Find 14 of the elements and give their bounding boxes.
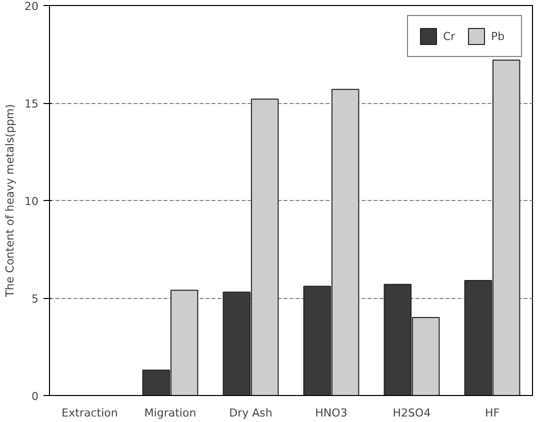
x-tick-label: Migration <box>144 406 196 420</box>
x-tick-label: HF <box>484 406 500 420</box>
x-tick-label: HNO3 <box>315 406 348 420</box>
y-tick-label: 10 <box>24 195 39 208</box>
x-tick-label: Dry Ash <box>229 406 272 420</box>
x-tick-label: Extraction <box>62 406 118 420</box>
legend-label: Cr <box>443 30 456 42</box>
y-tick-label: 15 <box>24 98 39 110</box>
legend-label: Pb <box>491 30 506 42</box>
y-axis-title: The Content of heavy metals(ppm) <box>4 104 17 298</box>
x-tick-label: H2SO4 <box>392 406 431 420</box>
y-tick-label: 0 <box>32 390 38 403</box>
y-tick-label: 5 <box>32 292 38 306</box>
y-tick-label: 20 <box>24 0 39 13</box>
